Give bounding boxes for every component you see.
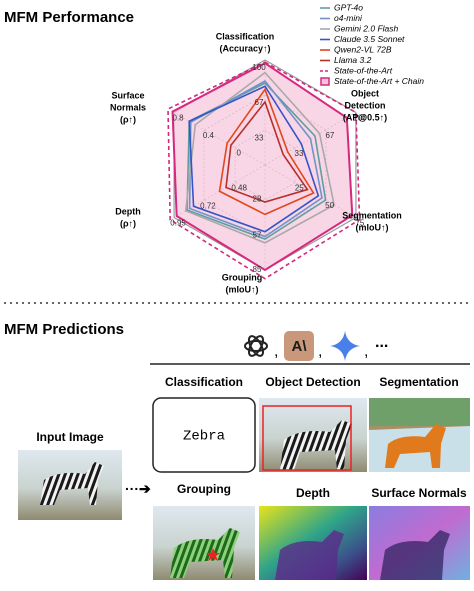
tick-label: 0.48 xyxy=(231,183,247,192)
more-text: ... xyxy=(375,334,388,351)
detection-image xyxy=(259,398,367,472)
tick-label: 0.4 xyxy=(203,131,215,140)
tick-label: 67 xyxy=(255,98,264,107)
legend-label: State-of-the-Art xyxy=(334,65,393,75)
axis-label: Surface xyxy=(111,90,144,100)
tick-label: 57 xyxy=(253,231,262,240)
grouping-image xyxy=(153,506,255,580)
tick-label: 0 xyxy=(236,149,241,158)
series-line xyxy=(167,61,361,280)
axis-label: (mIoU↑) xyxy=(356,222,389,232)
tick-label: 100 xyxy=(252,63,266,72)
column-header: Segmentation xyxy=(379,375,458,389)
tick-label: 25 xyxy=(295,184,304,193)
depth-image xyxy=(259,506,367,580)
classification-box xyxy=(152,397,256,473)
separator-text: , xyxy=(318,343,322,360)
column-header: Surface Normals xyxy=(371,486,467,500)
legend-label: Llama 3.2 xyxy=(334,55,372,65)
section-title: MFM Predictions xyxy=(4,321,124,338)
axis-label: Depth xyxy=(115,206,141,216)
tick-label: 67 xyxy=(325,131,334,140)
separator-text: , xyxy=(274,343,278,360)
legend-swatch xyxy=(320,77,330,86)
tick-label: 33 xyxy=(295,149,304,158)
radar-chart: 33 67 100 Classification (Accuracy↑) 33 67 100 O… xyxy=(110,31,402,294)
axis-label: (ρ↑) xyxy=(120,218,136,228)
separator-text: , xyxy=(364,343,368,360)
legend-label: o4-mini xyxy=(334,13,363,23)
classification-output: Zebra xyxy=(183,429,225,445)
segmentation-image xyxy=(369,398,470,472)
series-line xyxy=(188,85,320,233)
tick-label: 75 xyxy=(355,219,364,228)
arrow: ···➔ xyxy=(125,481,151,497)
tick-label: 28 xyxy=(253,195,262,204)
axis-label: Classification xyxy=(216,31,275,41)
tick-label: 33 xyxy=(255,133,264,142)
tick-label: 100 xyxy=(353,114,367,123)
series-line xyxy=(225,100,309,203)
legend-label: Gemini 2.0 Flash xyxy=(334,23,399,33)
tick-label: 0.72 xyxy=(200,201,216,210)
input-label: Input Image xyxy=(36,430,104,444)
column-header: Depth xyxy=(296,486,330,500)
axis-label: Grouping xyxy=(222,272,263,282)
column-header: Grouping xyxy=(177,482,231,496)
legend-label: Qwen2-VL 72B xyxy=(334,44,392,54)
series-line xyxy=(218,87,315,216)
model-logos: , A\ , , ... xyxy=(244,331,388,361)
input-image xyxy=(18,450,122,520)
axis-label: (mIoU↑) xyxy=(226,284,259,294)
axis-label: Detection xyxy=(344,100,385,110)
tick-label: 0.95 xyxy=(170,219,186,228)
legend-label: Claude 3.5 Sonnet xyxy=(334,34,405,44)
legend-label: GPT-4o xyxy=(334,2,363,12)
svg-text:A\: A\ xyxy=(292,338,308,355)
legend-label: State-of-the-Art + Chain xyxy=(334,76,424,86)
tick-label: 85 xyxy=(253,265,262,274)
series-line xyxy=(184,71,336,244)
column-header: Classification xyxy=(165,375,243,389)
axis-label: (AP@0.5↑) xyxy=(343,112,387,122)
series-line xyxy=(188,79,323,238)
axis-label: (ρ↑) xyxy=(120,114,136,124)
axis-label: Object xyxy=(351,88,379,98)
axis-label: Segmentation xyxy=(342,210,402,220)
chart-title: MFM Performance xyxy=(4,9,134,26)
column-header: Object Detection xyxy=(265,375,360,389)
axis-label: Normals xyxy=(110,102,146,112)
tick-label: 0.8 xyxy=(173,114,185,123)
normals-image xyxy=(369,506,470,580)
tick-label: 50 xyxy=(325,201,334,210)
axis-label: (Accuracy↑) xyxy=(219,43,270,53)
